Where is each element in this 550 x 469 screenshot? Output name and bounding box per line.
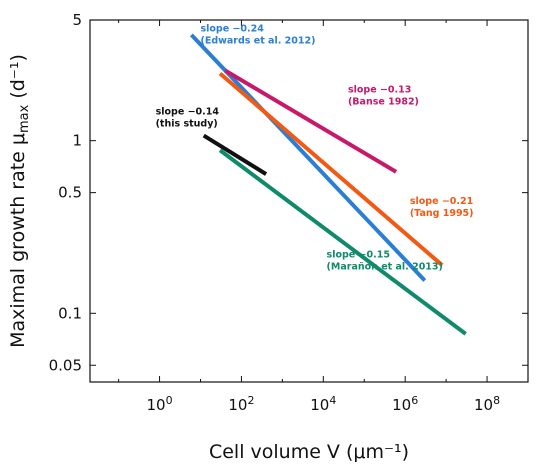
annotation-line: (Banse 1982) bbox=[348, 97, 419, 108]
series-annotation: slope −0.14 (this study) bbox=[156, 106, 220, 129]
y-axis-title-unit: (d⁻¹) bbox=[7, 54, 29, 105]
x-tick-label-base: 10 bbox=[228, 396, 247, 414]
annotation-line: slope −0.14 bbox=[156, 106, 220, 117]
x-tick-label: 100 bbox=[147, 394, 173, 415]
annotation-line: slope −0.24 bbox=[200, 23, 264, 34]
series-annotation: slope −0.24 (Edwards et al. 2012) bbox=[200, 23, 315, 46]
x-tick-label: 108 bbox=[474, 394, 500, 415]
y-axis-title-sub: max bbox=[17, 104, 32, 133]
y-tick-label: 1 bbox=[72, 132, 82, 150]
y-tick-label: 0.5 bbox=[58, 184, 82, 202]
series-line bbox=[202, 133, 268, 176]
annotation-line: (this study) bbox=[156, 118, 218, 129]
series-line bbox=[218, 148, 467, 336]
series-line bbox=[218, 71, 444, 267]
y-tick-label: 0.05 bbox=[49, 356, 82, 374]
y-axis-title: Maximal growth rate μmax (d⁻¹) bbox=[7, 54, 32, 348]
axis-ticks bbox=[90, 19, 529, 382]
y-tick-label: 0.1 bbox=[58, 304, 82, 322]
x-tick-label-base: 10 bbox=[147, 396, 166, 414]
x-tick-label-exp: 2 bbox=[247, 394, 254, 407]
x-tick-label: 106 bbox=[392, 394, 418, 415]
x-tick-label-exp: 4 bbox=[329, 394, 336, 407]
annotation-line: (Edwards et al. 2012) bbox=[200, 35, 315, 46]
series-annotation: slope −0.21 (Tang 1995) bbox=[410, 196, 474, 219]
y-tick-label: 5 bbox=[72, 11, 82, 29]
annotation-line: slope −0.15 bbox=[327, 250, 390, 261]
x-tick-label-base: 10 bbox=[474, 396, 493, 414]
annotation-line: slope −0.13 bbox=[348, 85, 411, 96]
x-axis-title: Cell volume V (μm⁻¹) bbox=[209, 441, 409, 463]
x-tick-label-exp: 8 bbox=[493, 394, 500, 407]
series-annotation: slope −0.13 (Banse 1982) bbox=[348, 85, 419, 108]
annotation-line: (Tang 1995) bbox=[410, 208, 474, 219]
plot-frame bbox=[89, 19, 529, 383]
x-tick-label-exp: 6 bbox=[411, 394, 418, 407]
y-axis-title-main: Maximal growth rate μ bbox=[7, 133, 29, 348]
x-tick-label: 102 bbox=[228, 394, 254, 415]
annotations: slope −0.24 (Edwards et al. 2012)slope −0… bbox=[156, 23, 474, 272]
x-tick-label-base: 10 bbox=[392, 396, 411, 414]
annotation-line: (Marañón et al. 2013) bbox=[327, 262, 443, 273]
x-tick-label: 104 bbox=[310, 394, 336, 415]
series-lines bbox=[189, 33, 467, 336]
series-line bbox=[224, 68, 398, 174]
series-annotation: slope −0.15 (Marañón et al. 2013) bbox=[327, 250, 443, 273]
x-tick-label-base: 10 bbox=[310, 396, 329, 414]
x-tick-label-exp: 0 bbox=[166, 394, 173, 407]
annotation-line: slope −0.21 bbox=[410, 196, 473, 207]
